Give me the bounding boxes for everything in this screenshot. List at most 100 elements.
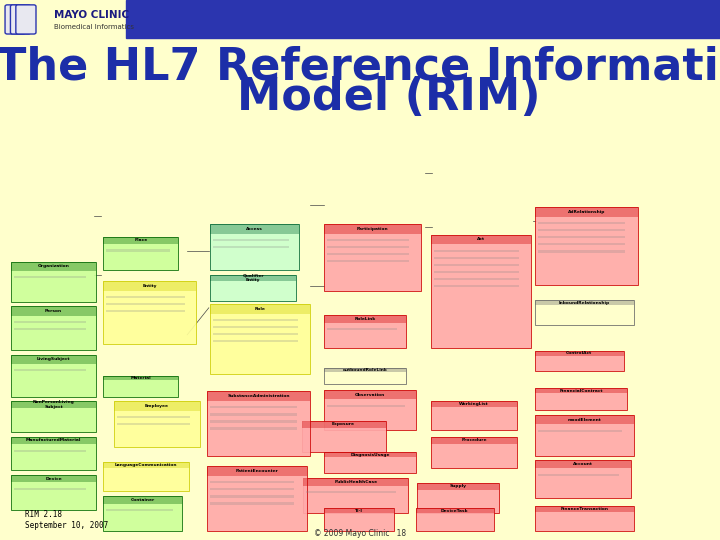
FancyBboxPatch shape bbox=[324, 315, 406, 322]
FancyBboxPatch shape bbox=[535, 388, 627, 393]
Text: SubstanceAdministration: SubstanceAdministration bbox=[228, 394, 289, 398]
Bar bbox=[327, 246, 409, 248]
Bar bbox=[14, 369, 86, 372]
FancyBboxPatch shape bbox=[324, 368, 406, 384]
FancyBboxPatch shape bbox=[417, 483, 499, 490]
Bar bbox=[107, 303, 185, 305]
FancyBboxPatch shape bbox=[535, 460, 631, 498]
FancyBboxPatch shape bbox=[11, 262, 96, 271]
Bar bbox=[210, 488, 294, 490]
Bar bbox=[327, 404, 405, 407]
Text: AdRelationship: AdRelationship bbox=[567, 210, 605, 214]
Text: FinanceTransaction: FinanceTransaction bbox=[561, 507, 608, 511]
Text: Person: Person bbox=[45, 309, 62, 313]
FancyBboxPatch shape bbox=[324, 508, 395, 514]
FancyBboxPatch shape bbox=[431, 437, 517, 444]
FancyBboxPatch shape bbox=[114, 401, 199, 447]
FancyBboxPatch shape bbox=[324, 315, 406, 348]
FancyBboxPatch shape bbox=[431, 437, 517, 468]
Bar bbox=[107, 296, 185, 298]
Bar bbox=[210, 481, 294, 483]
Bar bbox=[210, 406, 297, 408]
Text: Qualifier
Entity: Qualifier Entity bbox=[242, 274, 264, 282]
Text: Material: Material bbox=[130, 376, 151, 380]
Text: Role: Role bbox=[255, 307, 266, 311]
Bar bbox=[213, 333, 298, 335]
Bar bbox=[107, 249, 170, 252]
FancyBboxPatch shape bbox=[114, 401, 199, 410]
FancyBboxPatch shape bbox=[210, 224, 300, 271]
Text: Exposure: Exposure bbox=[332, 422, 355, 426]
FancyBboxPatch shape bbox=[11, 437, 96, 444]
FancyBboxPatch shape bbox=[11, 262, 96, 302]
FancyBboxPatch shape bbox=[210, 275, 296, 301]
Bar bbox=[538, 244, 626, 246]
Bar bbox=[213, 246, 289, 248]
FancyBboxPatch shape bbox=[324, 368, 406, 372]
Text: DeviceTask: DeviceTask bbox=[441, 509, 469, 513]
FancyBboxPatch shape bbox=[303, 478, 408, 512]
Bar bbox=[434, 285, 519, 287]
Bar bbox=[538, 474, 619, 476]
Bar bbox=[327, 260, 409, 262]
Bar bbox=[210, 420, 297, 422]
FancyBboxPatch shape bbox=[303, 478, 408, 485]
FancyBboxPatch shape bbox=[207, 391, 310, 401]
FancyBboxPatch shape bbox=[324, 453, 415, 457]
Bar bbox=[213, 319, 298, 321]
FancyBboxPatch shape bbox=[431, 234, 531, 244]
FancyBboxPatch shape bbox=[210, 304, 310, 314]
Bar bbox=[117, 416, 189, 418]
Bar bbox=[213, 340, 298, 342]
FancyBboxPatch shape bbox=[210, 275, 296, 281]
FancyBboxPatch shape bbox=[11, 401, 96, 408]
Text: RoleLink: RoleLink bbox=[355, 317, 376, 321]
FancyBboxPatch shape bbox=[535, 207, 638, 285]
FancyBboxPatch shape bbox=[104, 281, 196, 344]
Bar bbox=[210, 495, 294, 497]
Text: PublicHealthCase: PublicHealthCase bbox=[334, 480, 377, 484]
FancyBboxPatch shape bbox=[11, 355, 96, 397]
Text: Procedure: Procedure bbox=[462, 438, 487, 442]
FancyBboxPatch shape bbox=[535, 351, 624, 356]
Text: Employee: Employee bbox=[145, 404, 169, 408]
Bar bbox=[434, 256, 519, 259]
FancyBboxPatch shape bbox=[11, 401, 96, 433]
Bar bbox=[107, 509, 173, 511]
FancyBboxPatch shape bbox=[535, 207, 638, 217]
FancyBboxPatch shape bbox=[104, 237, 179, 244]
FancyBboxPatch shape bbox=[104, 496, 181, 503]
FancyBboxPatch shape bbox=[11, 475, 96, 510]
Bar bbox=[434, 278, 519, 280]
Text: moodElement: moodElement bbox=[567, 418, 601, 422]
Text: Entity: Entity bbox=[143, 284, 157, 288]
FancyBboxPatch shape bbox=[324, 390, 415, 430]
Text: LivingSubject: LivingSubject bbox=[37, 357, 71, 361]
Text: Observation: Observation bbox=[355, 393, 385, 397]
Text: MAYO CLINIC: MAYO CLINIC bbox=[54, 10, 129, 20]
Text: Tl-l: Tl-l bbox=[356, 509, 363, 513]
FancyBboxPatch shape bbox=[11, 355, 96, 364]
FancyBboxPatch shape bbox=[207, 466, 307, 531]
Bar bbox=[538, 230, 626, 232]
Bar bbox=[210, 502, 294, 504]
Bar bbox=[538, 430, 622, 432]
FancyBboxPatch shape bbox=[324, 453, 415, 472]
FancyBboxPatch shape bbox=[210, 304, 310, 374]
Bar bbox=[538, 222, 626, 225]
Text: Biomedical Informatics: Biomedical Informatics bbox=[54, 24, 134, 30]
Text: Place: Place bbox=[134, 238, 148, 242]
FancyBboxPatch shape bbox=[535, 415, 634, 456]
Bar bbox=[14, 276, 86, 278]
FancyBboxPatch shape bbox=[535, 460, 631, 468]
FancyBboxPatch shape bbox=[535, 415, 634, 424]
Text: InboundRelationship: InboundRelationship bbox=[559, 301, 610, 305]
Bar bbox=[434, 264, 519, 266]
Bar bbox=[210, 427, 297, 429]
FancyBboxPatch shape bbox=[104, 496, 181, 531]
Bar bbox=[213, 326, 298, 328]
FancyBboxPatch shape bbox=[535, 388, 627, 410]
FancyBboxPatch shape bbox=[104, 281, 196, 291]
Text: ControlAct: ControlAct bbox=[566, 352, 593, 355]
FancyBboxPatch shape bbox=[324, 224, 420, 234]
